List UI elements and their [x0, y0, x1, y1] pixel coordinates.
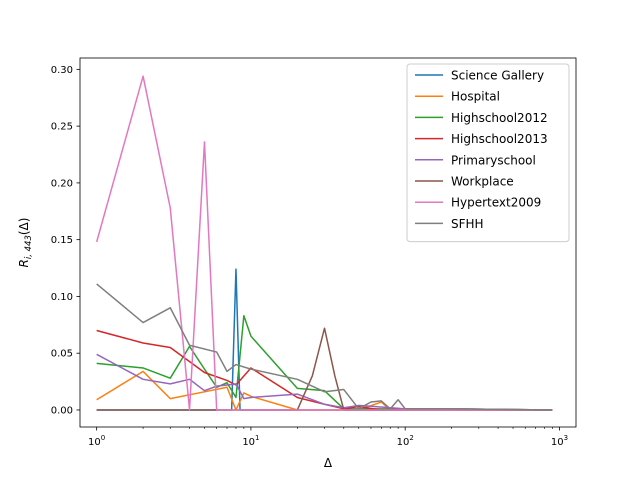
legend: Science Gallery Hospital Highschool2012 Hig…: [406, 63, 570, 243]
y-axis-label-symbol: R: [17, 259, 31, 267]
x-tick-label: 101: [242, 434, 259, 448]
y-axis-label-subscript: i, 443: [24, 235, 34, 259]
y-tick-label: 0.10: [51, 292, 73, 303]
legend-label-5: Workplace: [451, 175, 514, 189]
series-lines: [95, 75, 553, 411]
y-tick-label: 0.05: [51, 349, 73, 360]
y-tick-label: 0.30: [51, 65, 73, 76]
legend-label-6: Hypertext2009: [451, 196, 541, 210]
series-line-6: [95, 75, 553, 411]
series-line-7: [96, 283, 553, 411]
x-tick-label: 103: [551, 434, 568, 448]
legend-label-1: Hospital: [451, 90, 500, 104]
legend-label-0: Science Gallery: [451, 69, 544, 83]
x-tick-label: 102: [397, 434, 414, 448]
y-tick-label: 0.15: [51, 235, 73, 246]
legend-label-7: SFHH: [451, 217, 484, 231]
legend-label-2: Highschool2012: [451, 111, 548, 125]
y-axis: 0.00 0.05 0.10 0.15 0.20 0.25 0.30: [51, 65, 80, 416]
y-axis-label-suffix: (Δ): [17, 218, 31, 236]
x-axis: 100 101 102 103: [88, 427, 568, 448]
y-tick-label: 0.25: [51, 122, 73, 133]
axes-frame: [79, 57, 577, 428]
series-line-3: [96, 329, 553, 411]
series-line-4: [96, 353, 553, 411]
legend-label-3: Highschool2013: [451, 132, 548, 146]
legend-box: [406, 63, 570, 243]
y-tick-label: 0.00: [51, 405, 73, 416]
y-axis-label: Ri, 443(Δ): [17, 218, 34, 268]
legend-label-4: Primaryschool: [451, 153, 536, 167]
y-tick-label: 0.20: [51, 178, 73, 189]
x-tick-label: 100: [88, 434, 105, 448]
x-axis-label: Δ: [324, 456, 333, 470]
